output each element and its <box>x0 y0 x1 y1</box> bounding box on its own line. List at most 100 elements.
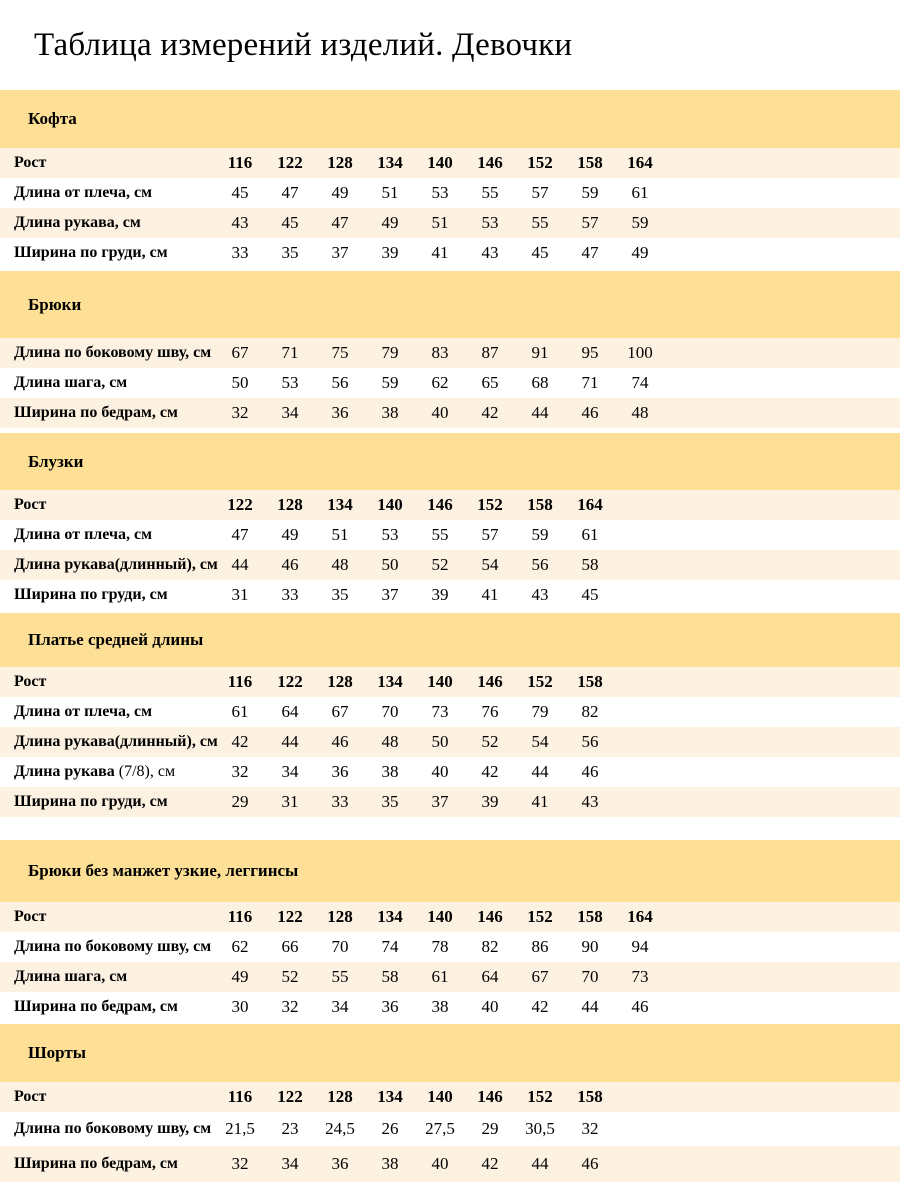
section-title: Кофта <box>28 109 77 128</box>
cell-value: 46 <box>581 762 599 781</box>
cell-value: 33 <box>231 243 249 262</box>
cell-value: 57 <box>581 213 599 232</box>
cell-value: 82 <box>481 937 499 956</box>
section: Брюки без манжет узкие, леггинсы Рост 116 1… <box>0 840 900 1022</box>
row-label: Длина от плеча, см <box>14 703 215 721</box>
cell-value: 74 <box>631 373 649 392</box>
cell-value: 158 <box>577 907 603 926</box>
row-label: Ширина по груди, см <box>14 793 215 811</box>
cell-value: 116 <box>227 672 253 691</box>
cell-value: 32 <box>231 1154 249 1173</box>
table-row: Ширина по груди, см 31 33 35 37 39 41 43 45 <box>0 580 900 610</box>
cell-value: 146 <box>477 1087 503 1106</box>
cell-value: 62 <box>431 373 449 392</box>
cell-value: 47 <box>581 243 599 262</box>
cell-value: 164 <box>627 907 653 926</box>
section-rows: Рост 116 122 128 134 140 146 152 158 Длина от пле… <box>0 667 900 817</box>
cell-value: 40 <box>431 762 449 781</box>
section-rows: Рост 116 122 128 134 140 146 152 158 164 Длина от … <box>0 148 900 268</box>
cell-value: 53 <box>381 525 399 544</box>
cell-value: 61 <box>581 525 599 544</box>
row-label-text: Длина по боковому шву, см <box>14 1120 212 1137</box>
cell-value: 35 <box>331 585 349 604</box>
cell-value: 44 <box>531 403 549 422</box>
cell-value: 140 <box>427 672 453 691</box>
cell-value: 49 <box>631 243 649 262</box>
row-label: Длина рукава (7/8), см <box>14 763 215 781</box>
table-row: Длина по боковому шву, см 21,5 23 24,5 26 27,… <box>0 1112 900 1146</box>
cell-value: 46 <box>631 997 649 1016</box>
table-row: Ширина по груди, см 29 31 33 35 37 39 41 43 <box>0 787 900 817</box>
cell-value: 52 <box>281 967 299 986</box>
cell-value: 59 <box>531 525 549 544</box>
cell-value: 35 <box>381 792 399 811</box>
cell-value: 128 <box>327 153 353 172</box>
table-row: Длина от плеча, см 61 64 67 70 73 76 79 82 <box>0 697 900 727</box>
cell-value: 43 <box>231 213 249 232</box>
cell-value: 140 <box>427 1087 453 1106</box>
cell-value: 55 <box>331 967 349 986</box>
cell-value: 122 <box>227 495 253 514</box>
cell-value: 56 <box>331 373 349 392</box>
cell-value: 49 <box>231 967 249 986</box>
cell-value: 45 <box>531 243 549 262</box>
cell-value: 64 <box>481 967 499 986</box>
row-label-text: Ширина по груди, см <box>14 244 168 261</box>
cell-value: 42 <box>481 1154 499 1173</box>
row-label-text: Длина рукава, см <box>14 214 141 231</box>
cell-value: 34 <box>281 403 299 422</box>
cell-value: 55 <box>431 525 449 544</box>
section-title: Брюки <box>28 294 82 314</box>
cell-value: 54 <box>531 732 549 751</box>
row-label: Ширина по бедрам, см <box>14 1155 215 1173</box>
cell-value: 128 <box>277 495 303 514</box>
cell-value: 70 <box>581 967 599 986</box>
cell-value: 38 <box>381 1154 399 1173</box>
cell-value: 54 <box>481 555 499 574</box>
cell-value: 26 <box>381 1119 399 1138</box>
row-label: Длина по боковому шву, см <box>14 938 215 956</box>
cell-value: 44 <box>581 997 599 1016</box>
cell-value: 71 <box>281 343 299 362</box>
cell-value: 61 <box>231 702 249 721</box>
cell-value: 152 <box>477 495 503 514</box>
cell-value: 33 <box>281 585 299 604</box>
cell-value: 37 <box>331 243 349 262</box>
cell-value: 24,5 <box>325 1119 355 1138</box>
section-rows: Рост 122 128 134 140 146 152 158 164 Длина от пле… <box>0 490 900 610</box>
cell-value: 57 <box>481 525 499 544</box>
row-label-suffix: (7/8), см <box>114 763 176 780</box>
cell-value: 29 <box>481 1119 499 1138</box>
cell-value: 50 <box>231 373 249 392</box>
cell-value: 29 <box>231 792 249 811</box>
cell-value: 47 <box>281 183 299 202</box>
cell-value: 39 <box>481 792 499 811</box>
cell-value: 45 <box>231 183 249 202</box>
section-rows: Длина по боковому шву, см 67 71 75 79 83 87 91 9… <box>0 338 900 428</box>
cell-value: 36 <box>381 997 399 1016</box>
cell-value: 68 <box>531 373 549 392</box>
cell-value: 78 <box>431 937 449 956</box>
cell-value: 116 <box>227 1087 253 1106</box>
cell-value: 61 <box>631 183 649 202</box>
cell-value: 158 <box>577 1087 603 1106</box>
cell-value: 75 <box>331 343 349 362</box>
cell-value: 40 <box>431 1154 449 1173</box>
cell-value: 44 <box>531 762 549 781</box>
cell-value: 42 <box>531 997 549 1016</box>
row-label-text: Рост <box>14 673 47 690</box>
cell-value: 146 <box>477 907 503 926</box>
cell-value: 41 <box>431 243 449 262</box>
table-row: Длина рукава(длинный), см 42 44 46 48 50 52 54 5… <box>0 727 900 757</box>
cell-value: 116 <box>227 153 253 172</box>
cell-value: 37 <box>431 792 449 811</box>
cell-value: 27,5 <box>425 1119 455 1138</box>
cell-value: 65 <box>481 373 499 392</box>
cell-value: 79 <box>381 343 399 362</box>
cell-value: 41 <box>481 585 499 604</box>
cell-value: 134 <box>377 153 403 172</box>
cell-value: 86 <box>531 937 549 956</box>
table-row: Рост 116 122 128 134 140 146 152 158 164 <box>0 902 900 932</box>
cell-value: 128 <box>327 1087 353 1106</box>
cell-value: 48 <box>631 403 649 422</box>
